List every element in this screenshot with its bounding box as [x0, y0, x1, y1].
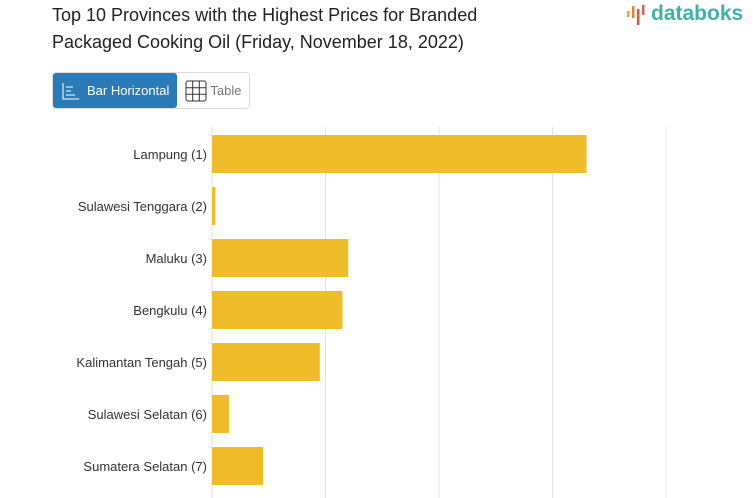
databoks-logo: databoks — [626, 2, 743, 26]
table-button[interactable]: Table — [177, 73, 249, 108]
bar-horizontal-label: Bar Horizontal — [87, 83, 170, 98]
table-icon — [185, 80, 207, 101]
bar-horizontal-button[interactable]: Bar Horizontal — [53, 73, 178, 108]
bar-chart-icon — [62, 82, 79, 99]
category-label: Bengkulu (4) — [133, 303, 207, 318]
chart-title: Top 10 Provinces with the Highest Prices… — [52, 5, 478, 52]
bar[interactable] — [212, 239, 349, 277]
bar[interactable] — [212, 447, 264, 485]
category-label: Sulawesi Selatan (6) — [88, 407, 207, 422]
bar[interactable] — [212, 291, 343, 329]
category-label: Sulawesi Tenggara (2) — [78, 199, 207, 214]
bar[interactable] — [212, 187, 216, 225]
logo-text: databoks — [651, 2, 744, 25]
view-toggle: Bar Horizontal Table — [52, 72, 251, 109]
category-label: Kalimantan Tengah (5) — [76, 355, 207, 370]
category-label: Lampung (1) — [133, 147, 207, 162]
table-label: Table — [210, 83, 242, 98]
category-label: Maluku (3) — [146, 251, 207, 266]
bar[interactable] — [212, 343, 320, 381]
logo-bars-icon — [627, 5, 645, 25]
bar[interactable] — [212, 135, 587, 173]
category-label: Sumatera Selatan (7) — [83, 459, 207, 474]
bar-chart: Lampung (1) Sulawesi Tenggara (2) Maluku (… — [76, 127, 667, 498]
bar[interactable] — [212, 395, 230, 433]
